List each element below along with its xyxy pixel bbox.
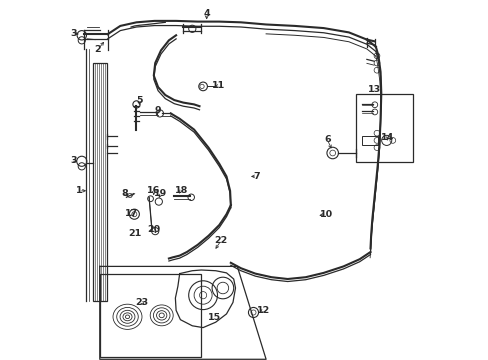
Text: 3: 3 xyxy=(70,156,77,165)
Text: 23: 23 xyxy=(135,298,148,307)
Text: 1: 1 xyxy=(76,186,82,195)
Text: 17: 17 xyxy=(124,208,138,217)
Text: 19: 19 xyxy=(154,189,167,198)
Text: 5: 5 xyxy=(136,96,142,105)
Text: 2: 2 xyxy=(94,45,101,54)
Bar xyxy=(100,274,200,357)
Text: 13: 13 xyxy=(367,85,381,94)
Text: 16: 16 xyxy=(147,186,160,195)
Text: 6: 6 xyxy=(324,135,330,144)
Text: 4: 4 xyxy=(203,9,209,18)
Text: 3: 3 xyxy=(70,29,77,37)
Bar xyxy=(355,94,412,162)
Text: 20: 20 xyxy=(147,225,160,234)
Text: 12: 12 xyxy=(256,306,269,315)
Text: 7: 7 xyxy=(253,172,260,181)
Text: 9: 9 xyxy=(154,107,161,115)
Text: 8: 8 xyxy=(122,189,128,198)
Text: 11: 11 xyxy=(211,81,225,90)
Bar xyxy=(361,136,377,145)
Text: 21: 21 xyxy=(128,229,141,238)
Text: 14: 14 xyxy=(380,133,394,142)
Text: 18: 18 xyxy=(174,186,188,194)
Text: 15: 15 xyxy=(208,313,221,322)
Text: 22: 22 xyxy=(214,236,227,245)
Text: 10: 10 xyxy=(319,210,332,219)
Bar xyxy=(92,63,107,301)
